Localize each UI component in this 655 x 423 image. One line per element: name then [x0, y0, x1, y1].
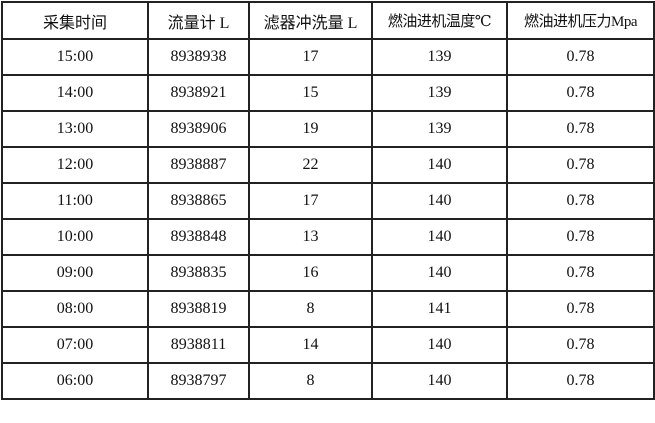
table-row: 07:00 8938811 14 140 0.78 [1, 326, 655, 364]
cell-temp: 140 [371, 326, 508, 364]
cell-temp: 139 [371, 110, 508, 148]
cell-pressure: 0.78 [506, 254, 655, 292]
cell-pressure: 0.78 [506, 290, 655, 328]
cell-time: 07:00 [1, 326, 149, 364]
cell-flush: 22 [248, 146, 373, 184]
cell-flow: 8938921 [147, 74, 250, 112]
cell-temp: 140 [371, 254, 508, 292]
cell-flush: 15 [248, 74, 373, 112]
cell-flow: 8938848 [147, 218, 250, 256]
cell-flush: 14 [248, 326, 373, 364]
cell-pressure: 0.78 [506, 182, 655, 220]
table-row: 08:00 8938819 8 141 0.78 [1, 290, 655, 328]
cell-flow: 8938811 [147, 326, 250, 364]
cell-time: 08:00 [1, 290, 149, 328]
header-pressure: 燃油进机压力Mpa [506, 1, 655, 40]
cell-pressure: 0.78 [506, 110, 655, 148]
cell-pressure: 0.78 [506, 38, 655, 76]
cell-pressure: 0.78 [506, 362, 655, 400]
cell-time: 13:00 [1, 110, 149, 148]
table-row: 11:00 8938865 17 140 0.78 [1, 182, 655, 220]
cell-pressure: 0.78 [506, 326, 655, 364]
cell-temp: 141 [371, 290, 508, 328]
cell-flow: 8938887 [147, 146, 250, 184]
cell-flush: 13 [248, 218, 373, 256]
cell-temp: 140 [371, 182, 508, 220]
cell-time: 12:00 [1, 146, 149, 184]
cell-time: 10:00 [1, 218, 149, 256]
table-row: 14:00 8938921 15 139 0.78 [1, 74, 655, 112]
cell-flow: 8938819 [147, 290, 250, 328]
header-flow: 流量计 L [147, 1, 250, 40]
table-row: 09:00 8938835 16 140 0.78 [1, 254, 655, 292]
cell-temp: 140 [371, 362, 508, 400]
table-row: 13:00 8938906 19 139 0.78 [1, 110, 655, 148]
cell-time: 06:00 [1, 362, 149, 400]
cell-time: 15:00 [1, 38, 149, 76]
header-flush: 滤器冲洗量 L [248, 1, 373, 40]
table-row: 12:00 8938887 22 140 0.78 [1, 146, 655, 184]
cell-temp: 140 [371, 218, 508, 256]
cell-flush: 8 [248, 290, 373, 328]
header-temp: 燃油进机温度℃ [371, 1, 508, 40]
header-time: 采集时间 [1, 1, 149, 40]
header-row: 采集时间 流量计 L 滤器冲洗量 L 燃油进机温度℃ 燃油进机压力Mpa [1, 1, 655, 40]
table-row: 10:00 8938848 13 140 0.78 [1, 218, 655, 256]
cell-time: 14:00 [1, 74, 149, 112]
cell-flush: 8 [248, 362, 373, 400]
table-row: 15:00 8938938 17 139 0.78 [1, 38, 655, 76]
cell-flow: 8938938 [147, 38, 250, 76]
cell-pressure: 0.78 [506, 218, 655, 256]
cell-time: 11:00 [1, 182, 149, 220]
cell-temp: 139 [371, 38, 508, 76]
cell-flush: 17 [248, 182, 373, 220]
cell-pressure: 0.78 [506, 146, 655, 184]
cell-temp: 140 [371, 146, 508, 184]
cell-flow: 8938835 [147, 254, 250, 292]
table-row: 06:00 8938797 8 140 0.78 [1, 362, 655, 400]
cell-flow: 8938906 [147, 110, 250, 148]
cell-flush: 17 [248, 38, 373, 76]
cell-pressure: 0.78 [506, 74, 655, 112]
cell-flush: 19 [248, 110, 373, 148]
cell-flow: 8938797 [147, 362, 250, 400]
cell-flow: 8938865 [147, 182, 250, 220]
data-table: 采集时间 流量计 L 滤器冲洗量 L 燃油进机温度℃ 燃油进机压力Mpa 15:… [1, 1, 655, 400]
cell-flush: 16 [248, 254, 373, 292]
cell-time: 09:00 [1, 254, 149, 292]
cell-temp: 139 [371, 74, 508, 112]
